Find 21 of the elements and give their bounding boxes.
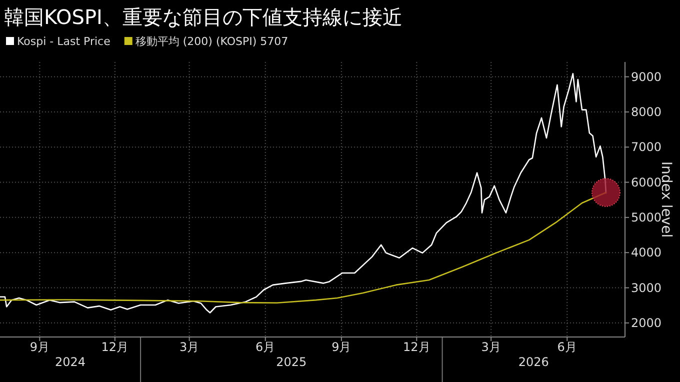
y-tick-label: 8000	[631, 104, 662, 119]
chart-title: 韓国KOSPI、重要な節目の下値支持線に接近	[4, 5, 402, 29]
x-tick-label: 12月	[101, 340, 129, 354]
text: 2026	[518, 355, 549, 369]
y-tick-label: 7000	[631, 140, 662, 154]
x-tick-label: 9月	[30, 340, 50, 354]
y-tick-label: 2000	[631, 316, 662, 330]
text: 2025	[276, 355, 307, 369]
legend-label: Kospi - Last Price	[17, 35, 111, 48]
x-tick-label: 6月	[256, 340, 276, 354]
y-tick-label: 3000	[631, 280, 662, 295]
x-tick-label: 3月	[180, 340, 200, 354]
text: 2024	[55, 355, 86, 369]
x-tick-label: 3月	[481, 340, 501, 354]
x-tick-label: 6月	[557, 340, 577, 354]
x-tick-label: 9月	[332, 340, 352, 354]
y-tick-label: 4000	[631, 246, 662, 260]
y-tick-label: 6000	[631, 175, 662, 190]
y-tick-label: 9000	[631, 70, 662, 84]
legend-label: 移動平均 (200) (KOSPI) 5707	[135, 35, 288, 48]
x-tick-label: 12月	[403, 340, 430, 354]
